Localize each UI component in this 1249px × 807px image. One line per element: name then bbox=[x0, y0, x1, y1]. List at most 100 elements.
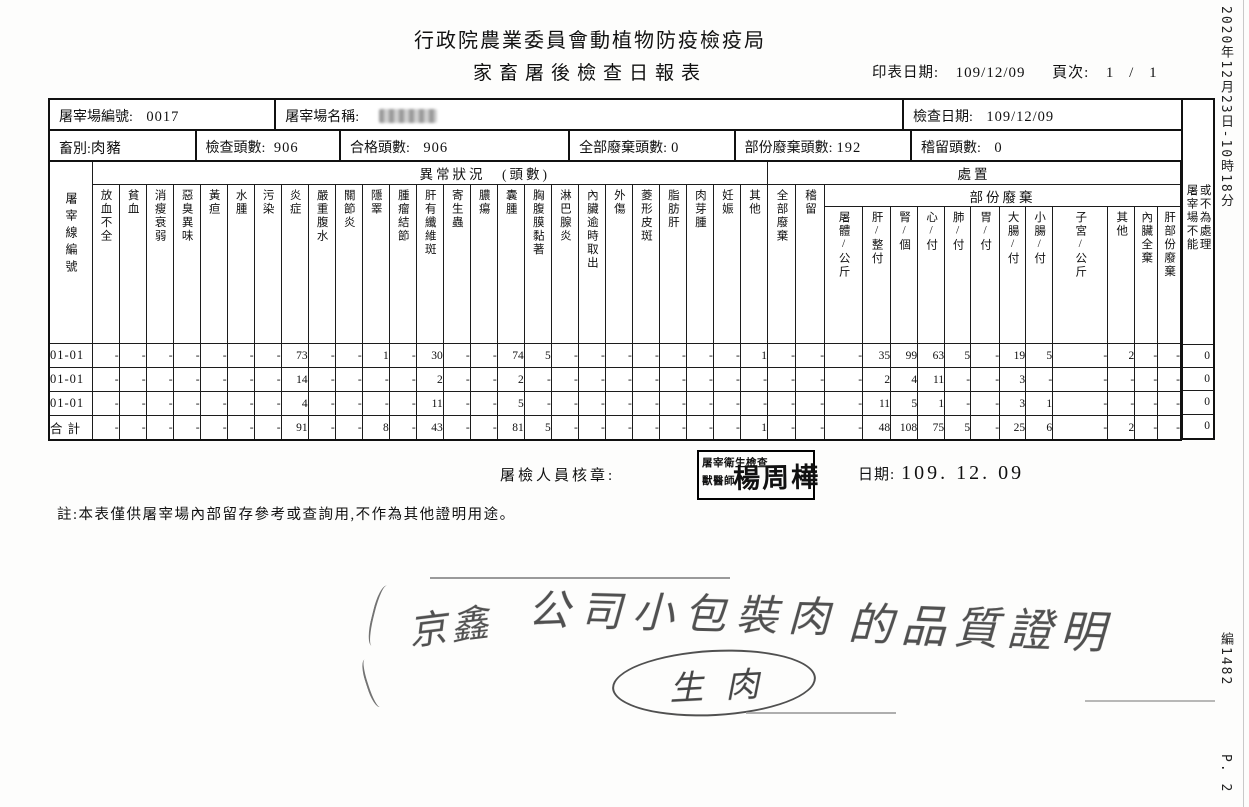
data-cell: - bbox=[334, 367, 363, 392]
data-cell: 99 bbox=[890, 343, 919, 368]
form-main: 屠宰場編號: 0017 屠宰場名稱: 檢查日期: 109/12/09 畜別:肉豬… bbox=[48, 98, 1183, 441]
abnormal-column-header-text: 菱形皮斑 bbox=[639, 189, 652, 243]
data-cell: 30 bbox=[415, 343, 444, 368]
data-cell: 43 bbox=[415, 415, 444, 441]
slaughterhouse-no-value: 0017 bbox=[146, 109, 180, 125]
data-cell: - bbox=[766, 391, 797, 416]
organ-column-header-text: 肺/付 bbox=[951, 211, 964, 252]
abnormal-column-header: 污染 bbox=[253, 184, 282, 344]
disposal-column-header: 稽留 bbox=[795, 184, 826, 344]
organ-column-header-text: 腎/個 bbox=[898, 211, 911, 252]
footnote: 註:本表僅供屠宰場內部留存參考或查詢用,不作為其他證明用途。 bbox=[57, 507, 516, 523]
abnormal-column-header: 隱睪 bbox=[361, 184, 390, 344]
abnormal-column-header-text: 內臟逾時取出 bbox=[585, 189, 598, 270]
fax-page-number: P. 2 bbox=[1218, 754, 1233, 794]
row-label-column-header-text: 屠宰線編號 bbox=[64, 192, 79, 277]
abnormal-column-header-text: 肝有纖維斑 bbox=[423, 189, 436, 257]
handwriting-scribble bbox=[364, 583, 396, 649]
stamp-title-line1: 屠宰衛生檢查 bbox=[702, 458, 768, 469]
organ-column-header-text: 心/付 bbox=[925, 211, 938, 252]
slaughterhouse-no-box: 屠宰場編號: 0017 bbox=[50, 100, 277, 129]
data-cell: - bbox=[577, 367, 606, 392]
data-cell: 14 bbox=[280, 367, 309, 392]
data-cell: - bbox=[631, 343, 660, 368]
abnormal-column-header-text: 脂肪肝 bbox=[666, 189, 679, 230]
data-cell: - bbox=[307, 343, 336, 368]
total-condemned-label: 全部廢棄頭數: bbox=[579, 141, 668, 156]
data-cell: 2 bbox=[1107, 343, 1136, 368]
data-cell: - bbox=[631, 367, 660, 392]
data-cell: - bbox=[91, 415, 120, 441]
data-cell: - bbox=[631, 391, 660, 416]
disposal-column-header-text: 稽留 bbox=[804, 189, 817, 216]
data-cell: 11 bbox=[415, 391, 444, 416]
abnormal-column-header-text: 關節炎 bbox=[342, 189, 355, 230]
data-cell: - bbox=[712, 343, 741, 368]
data-cell: - bbox=[766, 367, 797, 392]
handwriting-suffix-text: 的品質證明 bbox=[847, 599, 1114, 659]
data-cell: - bbox=[970, 391, 1001, 416]
slaughterhouse-no-label: 屠宰場編號: bbox=[59, 110, 133, 125]
abnormal-column-header: 腫瘤結節 bbox=[388, 184, 417, 344]
data-cell: - bbox=[442, 367, 471, 392]
abnormal-column-header: 囊腫 bbox=[496, 184, 525, 344]
row-label: 01-01 bbox=[48, 391, 93, 416]
data-cell: 5 bbox=[890, 391, 919, 416]
abnormal-column-header-text: 寄生蟲 bbox=[450, 189, 463, 230]
report-title: 家畜屠後檢查日報表 bbox=[472, 63, 707, 84]
data-cell: 3 bbox=[999, 391, 1027, 416]
abnormal-column-header: 惡臭異味 bbox=[172, 184, 201, 344]
organ-column-header: 胃/付 bbox=[970, 206, 1001, 344]
abnormal-column-header-text: 隱睪 bbox=[369, 189, 382, 216]
data-cell: - bbox=[1157, 367, 1182, 392]
abnormal-column-header: 肝有纖維斑 bbox=[415, 184, 444, 344]
data-cell: - bbox=[712, 415, 741, 441]
data-cell: 3 bbox=[999, 367, 1027, 392]
sign-date-value: 109. 12. 09 bbox=[901, 462, 1025, 484]
handwriting-circle: 生肉 bbox=[610, 644, 818, 722]
passed-box: 合格頭數: 906 bbox=[341, 131, 571, 160]
row-label: 01-01 bbox=[48, 343, 93, 368]
data-cell: - bbox=[550, 391, 579, 416]
abnormal-column-header-text: 腫瘤結節 bbox=[396, 189, 409, 243]
page-value: 1 / 1 bbox=[1105, 65, 1163, 81]
scan-artifact-line bbox=[1085, 700, 1215, 702]
organ-column-header: 其他 bbox=[1107, 206, 1136, 344]
data-cell: 4 bbox=[280, 391, 309, 416]
data-cell: 2 bbox=[862, 367, 892, 392]
sign-date-label: 日期: bbox=[858, 467, 896, 483]
data-cell: - bbox=[970, 415, 1001, 441]
abnormal-column-header: 其他 bbox=[739, 184, 769, 344]
data-cell: - bbox=[361, 391, 390, 416]
data-cell: 5 bbox=[523, 343, 552, 368]
organ-column-header-text: 屠體/公斤 bbox=[837, 211, 850, 279]
organ-column-header: 心/付 bbox=[917, 206, 946, 344]
data-cell: - bbox=[388, 415, 417, 441]
inspection-date-label: 檢查日期: bbox=[912, 110, 973, 125]
data-cell: - bbox=[824, 415, 864, 441]
data-cell: - bbox=[970, 367, 1001, 392]
data-cell: 11 bbox=[862, 391, 892, 416]
data-cell: 5 bbox=[944, 343, 972, 368]
unable-cell: 0 bbox=[1183, 391, 1213, 415]
data-cell: - bbox=[824, 343, 864, 368]
slaughterhouse-name-box: 屠宰場名稱: bbox=[276, 100, 904, 129]
data-cell: - bbox=[172, 343, 201, 368]
data-cell: 48 bbox=[862, 415, 892, 441]
data-cell: - bbox=[1107, 391, 1136, 416]
slaughterhouse-name-label: 屠宰場名稱: bbox=[285, 110, 360, 125]
data-cell: - bbox=[91, 391, 120, 416]
data-cell: - bbox=[199, 391, 228, 416]
data-cell: - bbox=[91, 343, 120, 368]
data-cell: - bbox=[1052, 391, 1109, 416]
data-cell: - bbox=[604, 415, 633, 441]
data-cell: - bbox=[145, 367, 174, 392]
abnormal-column-header-text: 水腫 bbox=[234, 189, 247, 216]
fax-code: 編1482 bbox=[1218, 632, 1233, 687]
data-cell: 5 bbox=[496, 391, 525, 416]
data-cell: - bbox=[253, 343, 282, 368]
row-label-column-header: 屠宰線編號 bbox=[48, 160, 93, 344]
data-cell: - bbox=[1052, 415, 1109, 441]
data-cell: - bbox=[253, 391, 282, 416]
